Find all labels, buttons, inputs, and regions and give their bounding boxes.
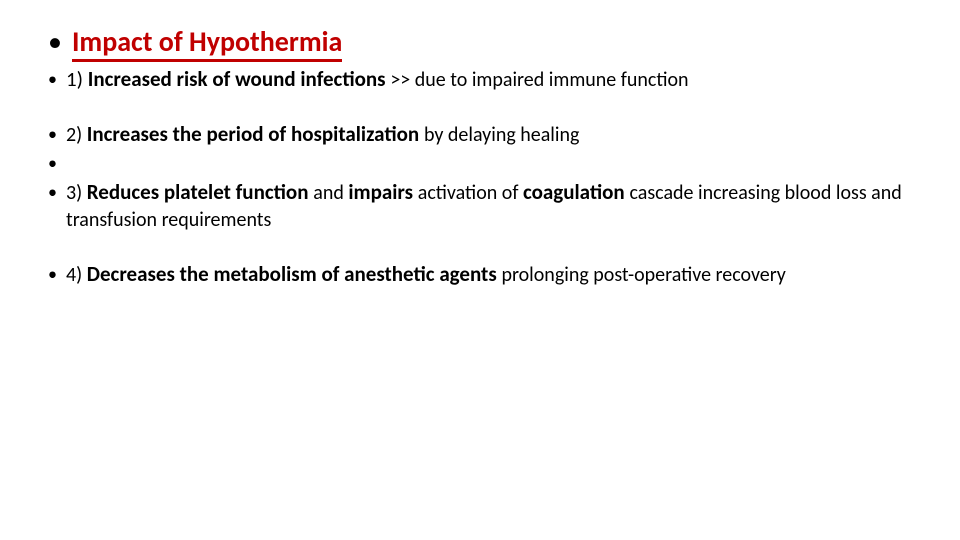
point-2-content: 2) Increases the period of hospitalizati… <box>66 121 912 148</box>
point-2: • 2) Increases the period of hospitaliza… <box>48 121 912 148</box>
slide-title: Impact of Hypothermia <box>72 24 342 62</box>
point-1: • 1) Increased risk of wound infections … <box>48 66 912 93</box>
bullet-icon: • <box>48 66 58 93</box>
p2-prefix: 2) <box>66 123 87 147</box>
bullet-icon: • <box>48 179 58 206</box>
p4-bold: Decreases the metabolism of anesthetic a… <box>87 261 502 287</box>
point-3-content: 3) Reduces platelet function and impairs… <box>66 179 912 233</box>
title-row: • Impact of Hypothermia <box>48 24 912 62</box>
p2-rest: by delaying healing <box>424 123 579 147</box>
point-1-content: 1) Increased risk of wound infections >>… <box>66 66 912 93</box>
p4-prefix: 4) <box>66 263 87 287</box>
p3-mid1: and <box>313 181 348 205</box>
p1-bold: Increased risk of wound infections <box>88 66 391 92</box>
p3-bold3: coagulation <box>523 179 630 205</box>
bullet-icon: • <box>48 150 58 177</box>
point-3: • 3) Reduces platelet function and impai… <box>48 179 912 233</box>
p1-prefix: 1) <box>66 66 88 92</box>
p3-bold1: Reduces platelet function <box>87 179 314 205</box>
p3-prefix: 3) <box>66 181 87 205</box>
p2-bold: Increases the period of hospitalization <box>87 121 424 147</box>
p4-rest: prolonging post-operative recovery <box>501 263 785 287</box>
p1-small: >> due to impaired immune function <box>390 68 688 92</box>
p3-bold2: impairs <box>348 179 417 205</box>
point-4: • 4) Decreases the metabolism of anesthe… <box>48 261 912 288</box>
p3-mid2: activation of <box>418 181 523 205</box>
empty-bullet: • <box>48 150 912 177</box>
bullet-icon: • <box>48 121 58 148</box>
title-bullet-icon: • <box>48 28 62 56</box>
bullet-icon: • <box>48 261 58 288</box>
point-4-content: 4) Decreases the metabolism of anestheti… <box>66 261 912 288</box>
slide: • Impact of Hypothermia • 1) Increased r… <box>0 0 960 540</box>
